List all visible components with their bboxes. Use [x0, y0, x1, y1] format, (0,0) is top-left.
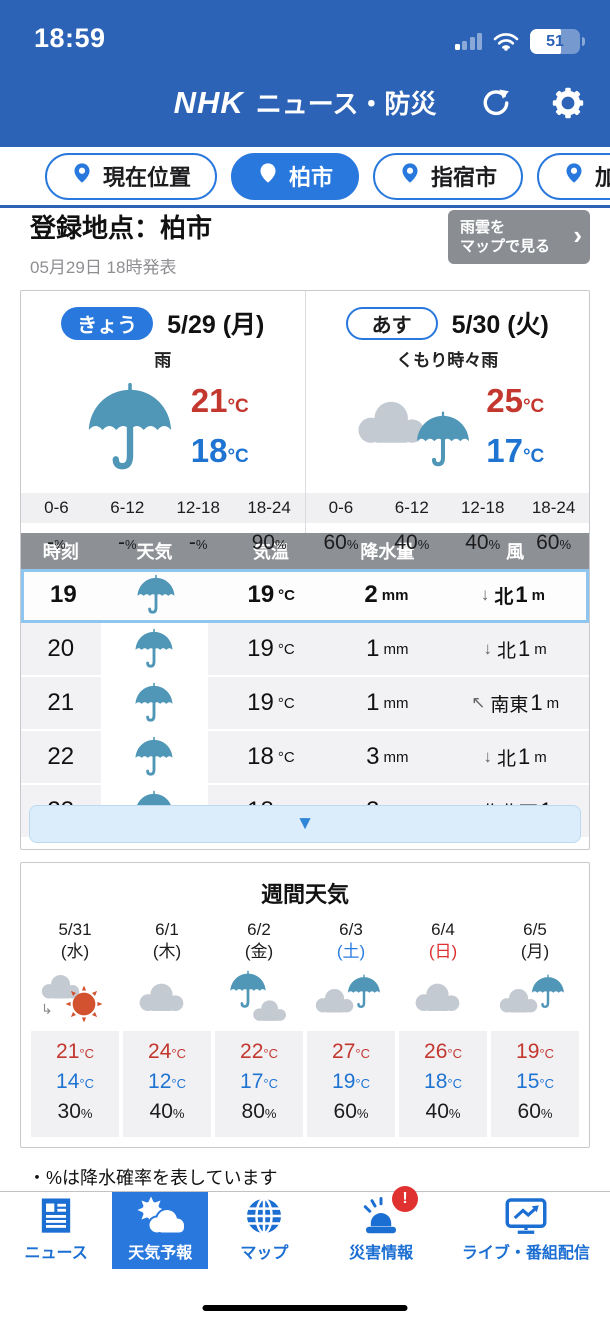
- tomorrow-low: 17: [486, 432, 523, 469]
- chevron-down-icon: ▼: [295, 813, 315, 834]
- wind-direction-arrow: ↖: [471, 693, 486, 712]
- location-tab-strip: 現在位置 柏市 指宿市 加: [0, 145, 610, 208]
- refresh-icon: [481, 88, 511, 118]
- app-title: ニュース・防災: [255, 89, 437, 119]
- bottom-tab-bar: ニュース 天気予報 マップ ! 災害情報 ライブ・番組配信: [0, 1186, 610, 1320]
- tomorrow-high: 25: [486, 382, 523, 419]
- clock: 18:59: [34, 23, 106, 53]
- rain-icon: [77, 377, 181, 481]
- today-high: 21: [190, 382, 228, 419]
- then-arrow-icon: ↳: [41, 1001, 53, 1017]
- settings-button[interactable]: [548, 83, 588, 123]
- rain-icon: [132, 735, 176, 779]
- rain-icon: [132, 681, 176, 725]
- tab-map[interactable]: マップ: [208, 1192, 320, 1269]
- forecast-card: きょう 5/29 (月) 雨 21°C 18°C 0-: [20, 290, 590, 850]
- weekly-day-3: 6/3 (土) 27°C 19°C 60%: [307, 919, 395, 1137]
- today-condition: 雨: [154, 351, 172, 370]
- nhk-logo: NHK: [173, 85, 244, 120]
- location-tab-label: 柏市: [289, 165, 334, 190]
- rain-map-label-line1: 雨雲を: [460, 219, 506, 236]
- tomorrow-forecast: あす 5/30 (火) くもり時々雨 25°C 17°C: [305, 291, 589, 554]
- hourly-row-21: 21 19 °C 1 mm ↖ 南東 1 m: [21, 677, 589, 731]
- rain-then-cloudy-icon: [215, 969, 303, 1027]
- weekly-forecast-card: 週間天気 5/31 (水) ↳ 21°C 14°C 30%: [20, 862, 590, 1148]
- wind-direction-arrow: ↓: [480, 585, 490, 604]
- cloudy-occasional-rain-icon: [307, 969, 395, 1027]
- weekly-day-0: 5/31 (水) ↳ 21°C 14°C 30%: [31, 919, 119, 1137]
- location-pin-icon: [257, 162, 279, 190]
- location-tab-label: 指宿市: [431, 165, 498, 190]
- weekly-title: 週間天気: [260, 882, 349, 907]
- cloudy-icon: [399, 969, 487, 1027]
- today-date: 5/29 (月): [167, 311, 265, 339]
- rain-icon: [132, 627, 176, 671]
- hourly-row-19: 19 19 °C 2 mm ↓ 北 1 m: [21, 569, 589, 623]
- cloudy-icon: [123, 969, 211, 1027]
- weekly-day-2: 6/2 (金) 22°C 17°C 80%: [215, 919, 303, 1137]
- rain-map-label-line2: マップで見る: [460, 238, 551, 255]
- weekly-day-4: 6/4 (日) 26°C 18°C 40%: [399, 919, 487, 1137]
- tab-news[interactable]: ニュース: [0, 1192, 112, 1269]
- precip-probability-note: ・%は降水確率を表しています: [28, 1168, 278, 1188]
- gear-icon: [552, 87, 584, 119]
- status-bar: 18:59 51: [0, 0, 610, 60]
- location-tab-ibusuki[interactable]: 指宿市: [373, 152, 524, 200]
- today-time-slots: 0-6 6-12 12-18 18-24: [21, 493, 305, 523]
- refresh-button[interactable]: [476, 83, 516, 123]
- hourly-table-header: 時刻 天気 気温 降水量 風: [21, 533, 589, 569]
- tomorrow-badge: あす: [345, 306, 438, 340]
- tomorrow-condition: くもり時々雨: [396, 351, 499, 370]
- today-badge: きょう: [61, 306, 154, 340]
- location-pin-icon: [399, 162, 421, 190]
- location-tab-label: 現在位置: [103, 165, 192, 190]
- rain-icon: [134, 573, 178, 617]
- location-tab-partial[interactable]: 加: [537, 152, 610, 200]
- globe-icon: [244, 1192, 284, 1236]
- location-pin-icon: [563, 162, 585, 190]
- hourly-row-22: 22 18 °C 3 mm ↓ 北 1 m: [21, 731, 589, 785]
- hourly-row-20: 20 19 °C 1 mm ↓ 北 1 m: [21, 623, 589, 677]
- wind-direction-arrow: ↓: [483, 747, 492, 766]
- tv-icon: [505, 1192, 547, 1236]
- cloud-then-sun-icon: ↳: [31, 969, 119, 1027]
- location-pin-icon: [71, 162, 93, 190]
- issued-time: 05月29日 18時発表: [30, 258, 177, 277]
- wind-direction-arrow: ↓: [483, 639, 492, 658]
- tomorrow-precip-probs: 60% 40% 40% 60%: [323, 531, 572, 554]
- newspaper-icon: [36, 1192, 76, 1236]
- registered-location-title: 登録地点：柏市: [30, 213, 213, 243]
- tab-weather[interactable]: 天気予報: [112, 1192, 209, 1269]
- sun-cloud-icon: [134, 1192, 186, 1236]
- chevron-right-icon: ›: [573, 220, 582, 250]
- today-forecast: きょう 5/29 (月) 雨 21°C 18°C 0-: [21, 291, 306, 554]
- tab-live-broadcast[interactable]: ライブ・番組配信: [442, 1192, 610, 1269]
- location-header: 登録地点：柏市 05月29日 18時発表 雨雲を マップで見る ›: [0, 208, 610, 278]
- battery-percent: 51: [546, 32, 564, 50]
- wifi-icon: [493, 33, 519, 51]
- cloudy-occasional-rain-icon: [350, 379, 476, 479]
- scroll-content[interactable]: 登録地点：柏市 05月29日 18時発表 雨雲を マップで見る › きょう 5/…: [0, 208, 610, 1191]
- today-low: 18: [190, 432, 228, 469]
- tomorrow-time-slots: 0-6 6-12 12-18 18-24: [305, 493, 589, 523]
- expand-hourly-button[interactable]: ▼: [29, 805, 581, 843]
- app-bar: NHK ニュース・防災: [0, 60, 610, 145]
- location-tab-kashiwa[interactable]: 柏市: [231, 152, 360, 200]
- battery-icon: 51: [530, 29, 585, 54]
- tomorrow-date: 5/30 (火): [451, 311, 549, 339]
- home-indicator[interactable]: [202, 1305, 408, 1311]
- cloudy-occasional-rain-icon: [491, 969, 579, 1027]
- alert-badge: !: [392, 1186, 419, 1212]
- location-tab-current-position[interactable]: 現在位置: [45, 152, 218, 200]
- weekly-day-1: 6/1 (木) 24°C 12°C 40%: [123, 919, 211, 1137]
- header-background: 18:59 51 NHK: [0, 0, 610, 145]
- tab-disaster-info[interactable]: ! 災害情報: [320, 1186, 441, 1269]
- rain-cloud-map-button[interactable]: 雨雲を マップで見る ›: [448, 210, 590, 264]
- weekly-day-5: 6/5 (月) 19°C 15°C 60%: [491, 919, 579, 1137]
- siren-icon: !: [360, 1186, 419, 1236]
- cellular-signal-icon: [454, 33, 482, 50]
- today-precip-probs: -% -% -% 90%: [47, 531, 287, 554]
- location-tab-label: 加: [595, 160, 610, 192]
